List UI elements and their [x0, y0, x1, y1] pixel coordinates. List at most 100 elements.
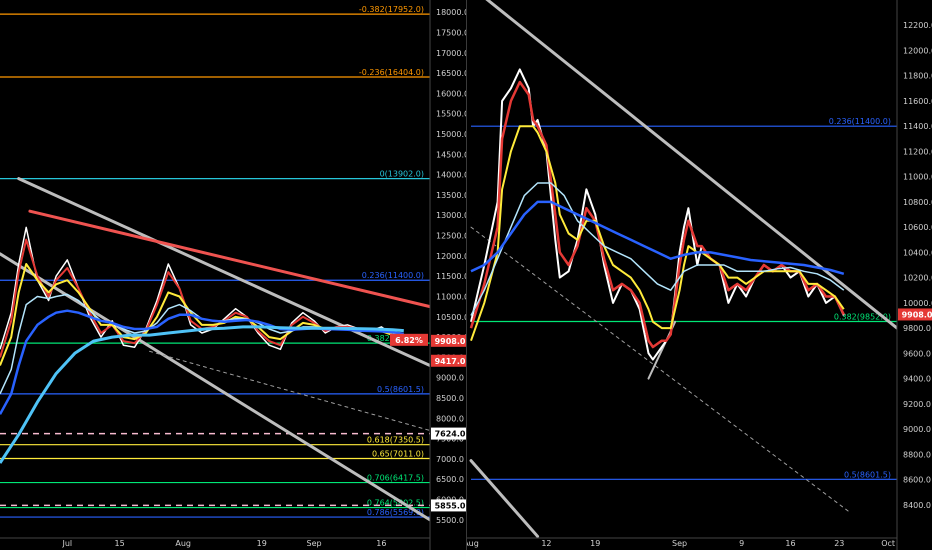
- price-axis-bg: [430, 0, 466, 550]
- y-tick-label: 9600.0: [903, 349, 931, 358]
- chart-left[interactable]: -0.382(17952.0) -0.236(16404.0) 0(13902.0)…: [0, 0, 466, 550]
- y-tick-label: 8600.0: [903, 476, 931, 485]
- trendline: [17, 177, 432, 368]
- x-tick-label: 23: [834, 539, 844, 548]
- fib-level-label: -0.382(17952.0): [359, 5, 424, 14]
- x-tick-label: Sep: [307, 539, 322, 548]
- fib-level-label: 0(13902.0): [380, 170, 424, 179]
- x-tick-label: 15: [115, 539, 125, 548]
- series-line: [0, 226, 405, 351]
- fib-level-label: 0.65(7011.0): [372, 449, 424, 458]
- y-tick-label: 11800.0: [903, 72, 932, 81]
- x-tick-label: Oct: [881, 539, 895, 548]
- y-tick-label: 6500.0: [436, 475, 464, 484]
- y-tick-label: 12000.0: [903, 46, 932, 55]
- x-tick-label: 16: [376, 539, 386, 548]
- fib-level-label: 0.382(9852.0): [834, 313, 891, 322]
- y-tick-label: 8400.0: [903, 501, 931, 510]
- y-tick-label: 16500.0: [436, 69, 466, 78]
- series-line: [470, 125, 845, 342]
- y-tick-label: 10000.0: [903, 299, 932, 308]
- trendline: [470, 226, 849, 512]
- series-line: [0, 238, 405, 358]
- y-tick-label: 16000.0: [436, 89, 466, 98]
- price-label-text: 9908.0: [902, 310, 932, 319]
- y-tick-label: 11500.0: [436, 272, 466, 281]
- y-tick-label: 14500.0: [436, 150, 466, 159]
- y-tick-label: 9000.0: [436, 374, 464, 383]
- chart-panel-left[interactable]: -0.382(17952.0) -0.236(16404.0) 0(13902.0)…: [0, 0, 466, 550]
- chart-panel-right[interactable]: 0.236(11400.0) 0.382(9852.0) 0.5(8601.5) 12…: [466, 0, 932, 550]
- series-line: [0, 263, 405, 366]
- y-tick-label: 12200.0: [903, 21, 932, 30]
- x-tick-label: Sep: [672, 539, 687, 548]
- price-label-text: 9417.0: [435, 357, 466, 366]
- price-label-text: 7624.0: [435, 430, 466, 439]
- price-label-box: [431, 427, 466, 440]
- y-tick-label: 8800.0: [903, 450, 931, 459]
- y-tick-label: 14000.0: [436, 171, 466, 180]
- y-tick-label: 10200.0: [903, 274, 932, 283]
- fib-level-label: 0.5(8601.5): [844, 470, 891, 479]
- trendline: [149, 350, 431, 431]
- series-line: [470, 182, 845, 316]
- y-tick-label: 17500.0: [436, 28, 466, 37]
- y-tick-label: 9000.0: [903, 425, 931, 434]
- y-tick-label: 10500.0: [436, 313, 466, 322]
- y-tick-label: 18000.0: [436, 8, 466, 17]
- y-tick-label: 9200.0: [903, 400, 931, 409]
- price-label-box: [431, 499, 466, 512]
- series-line: [470, 200, 845, 276]
- trendline: [28, 209, 432, 309]
- y-tick-label: 12500.0: [436, 232, 466, 241]
- y-tick-label: 10800.0: [903, 198, 932, 207]
- y-tick-label: 13000.0: [436, 211, 466, 220]
- price-label-box: [431, 334, 466, 347]
- y-tick-label: 9800.0: [903, 324, 931, 333]
- y-tick-label: 15500.0: [436, 110, 466, 119]
- price-axis-bg: [897, 0, 932, 550]
- x-tick-label: Jul: [61, 539, 72, 548]
- price-label-text: 6.82%: [395, 336, 423, 345]
- x-tick-label: 12: [541, 539, 551, 548]
- y-tick-label: 9400.0: [903, 375, 931, 384]
- price-label-box: [431, 354, 466, 367]
- y-tick-label: 17000.0: [436, 49, 466, 58]
- fib-level-label: 0.786(5569.0): [367, 508, 424, 517]
- x-tick-label: 19: [590, 539, 600, 548]
- y-tick-label: 11400.0: [903, 122, 932, 131]
- y-tick-label: 8500.0: [436, 394, 464, 403]
- fib-level-label: 0.236(11400.0): [829, 117, 891, 126]
- fib-level-label: 0.764(5802.5): [367, 499, 424, 508]
- fib-level-label: 0.706(6417.5): [367, 474, 424, 483]
- trendline: [0, 252, 432, 522]
- y-tick-label: 15000.0: [436, 130, 466, 139]
- price-label-text: 9908.0: [435, 337, 466, 346]
- series-line: [470, 68, 845, 361]
- fib-level-label: 0.236(11400.0): [362, 271, 424, 280]
- price-label-box: [390, 333, 428, 346]
- fib-level-label: -0.236(16404.0): [359, 68, 424, 77]
- x-tick-label: 9: [739, 539, 744, 548]
- y-tick-label: 5500.0: [436, 516, 464, 525]
- y-tick-label: 12000.0: [436, 252, 466, 261]
- trendline: [485, 0, 899, 330]
- y-tick-label: 11200.0: [903, 147, 932, 156]
- y-tick-label: 11600.0: [903, 97, 932, 106]
- y-tick-label: 11000.0: [903, 173, 932, 182]
- y-tick-label: 8000.0: [436, 414, 464, 423]
- series-line: [469, 80, 845, 349]
- x-tick-label: Aug: [467, 539, 479, 548]
- fib-level-label: 0.5(8601.5): [377, 385, 424, 394]
- trendline: [469, 459, 540, 538]
- x-tick-label: 19: [257, 539, 267, 548]
- x-tick-label: 16: [785, 539, 795, 548]
- fib-level-label: 0.618(7350.5): [367, 436, 424, 445]
- y-tick-label: 10400.0: [903, 248, 932, 257]
- chart-right[interactable]: 0.236(11400.0) 0.382(9852.0) 0.5(8601.5) 12…: [467, 0, 932, 550]
- series-line: [0, 325, 404, 464]
- y-tick-label: 10600.0: [903, 223, 932, 232]
- price-label-text: 5855.0: [435, 501, 466, 510]
- y-tick-label: 13500.0: [436, 191, 466, 200]
- y-tick-label: 7000.0: [436, 455, 464, 464]
